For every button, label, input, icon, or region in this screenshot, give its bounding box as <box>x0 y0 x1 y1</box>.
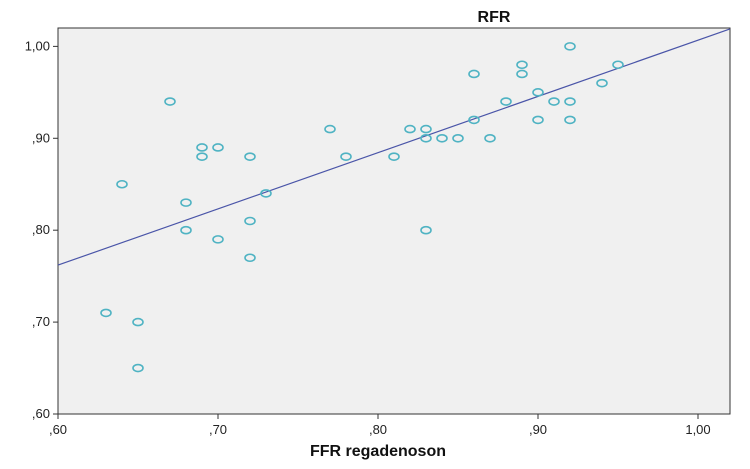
data-point <box>180 225 192 235</box>
x-axis: ,60 ,70 ,80 ,90 1,00 <box>49 414 711 437</box>
x-tick-label: ,60 <box>49 422 67 437</box>
data-point <box>244 152 256 161</box>
y-tick-label: 1,00 <box>25 38 50 53</box>
data-point <box>500 97 512 106</box>
data-point <box>212 235 224 244</box>
y-tick-label: ,80 <box>32 222 50 237</box>
x-tick-label: 1,00 <box>685 422 710 437</box>
x-tick-label: ,80 <box>369 422 387 437</box>
x-tick-label: ,70 <box>209 422 227 437</box>
data-point <box>196 143 208 152</box>
data-point <box>468 69 480 79</box>
data-point <box>164 97 176 106</box>
data-point <box>564 97 576 106</box>
data-points <box>100 42 624 373</box>
data-point <box>244 216 256 226</box>
data-point <box>548 97 560 106</box>
data-point <box>612 60 624 70</box>
data-point <box>212 143 224 152</box>
data-point <box>532 88 544 97</box>
data-point <box>388 152 400 161</box>
data-point <box>244 253 256 263</box>
data-point <box>404 124 416 134</box>
data-point <box>532 115 544 125</box>
data-point <box>340 152 352 161</box>
data-point <box>564 115 576 125</box>
data-point <box>132 363 144 373</box>
y-axis: ,60 ,70 ,80 ,90 1,00 <box>25 38 58 421</box>
data-point <box>596 78 608 88</box>
plot-area <box>57 27 731 415</box>
data-point <box>420 133 432 143</box>
x-axis-label: FFR regadenoson <box>310 443 446 460</box>
data-point <box>100 308 112 318</box>
data-point <box>516 60 528 70</box>
data-point <box>132 317 144 327</box>
x-tick-label: ,90 <box>529 422 547 437</box>
data-point <box>420 124 432 134</box>
data-point <box>324 124 336 134</box>
data-point <box>452 133 464 143</box>
data-point <box>420 225 432 235</box>
y-tick-label: ,60 <box>32 406 50 421</box>
data-point <box>436 133 448 143</box>
y-tick-label: ,90 <box>32 130 50 145</box>
data-point <box>180 198 192 207</box>
data-point <box>116 179 128 189</box>
y-tick-label: ,70 <box>32 314 50 329</box>
data-point <box>260 189 272 198</box>
data-point <box>468 115 480 125</box>
data-point <box>484 133 496 143</box>
data-point <box>196 152 208 161</box>
data-point <box>564 42 576 51</box>
chart-title: RFR <box>478 9 511 26</box>
data-point <box>516 69 528 79</box>
